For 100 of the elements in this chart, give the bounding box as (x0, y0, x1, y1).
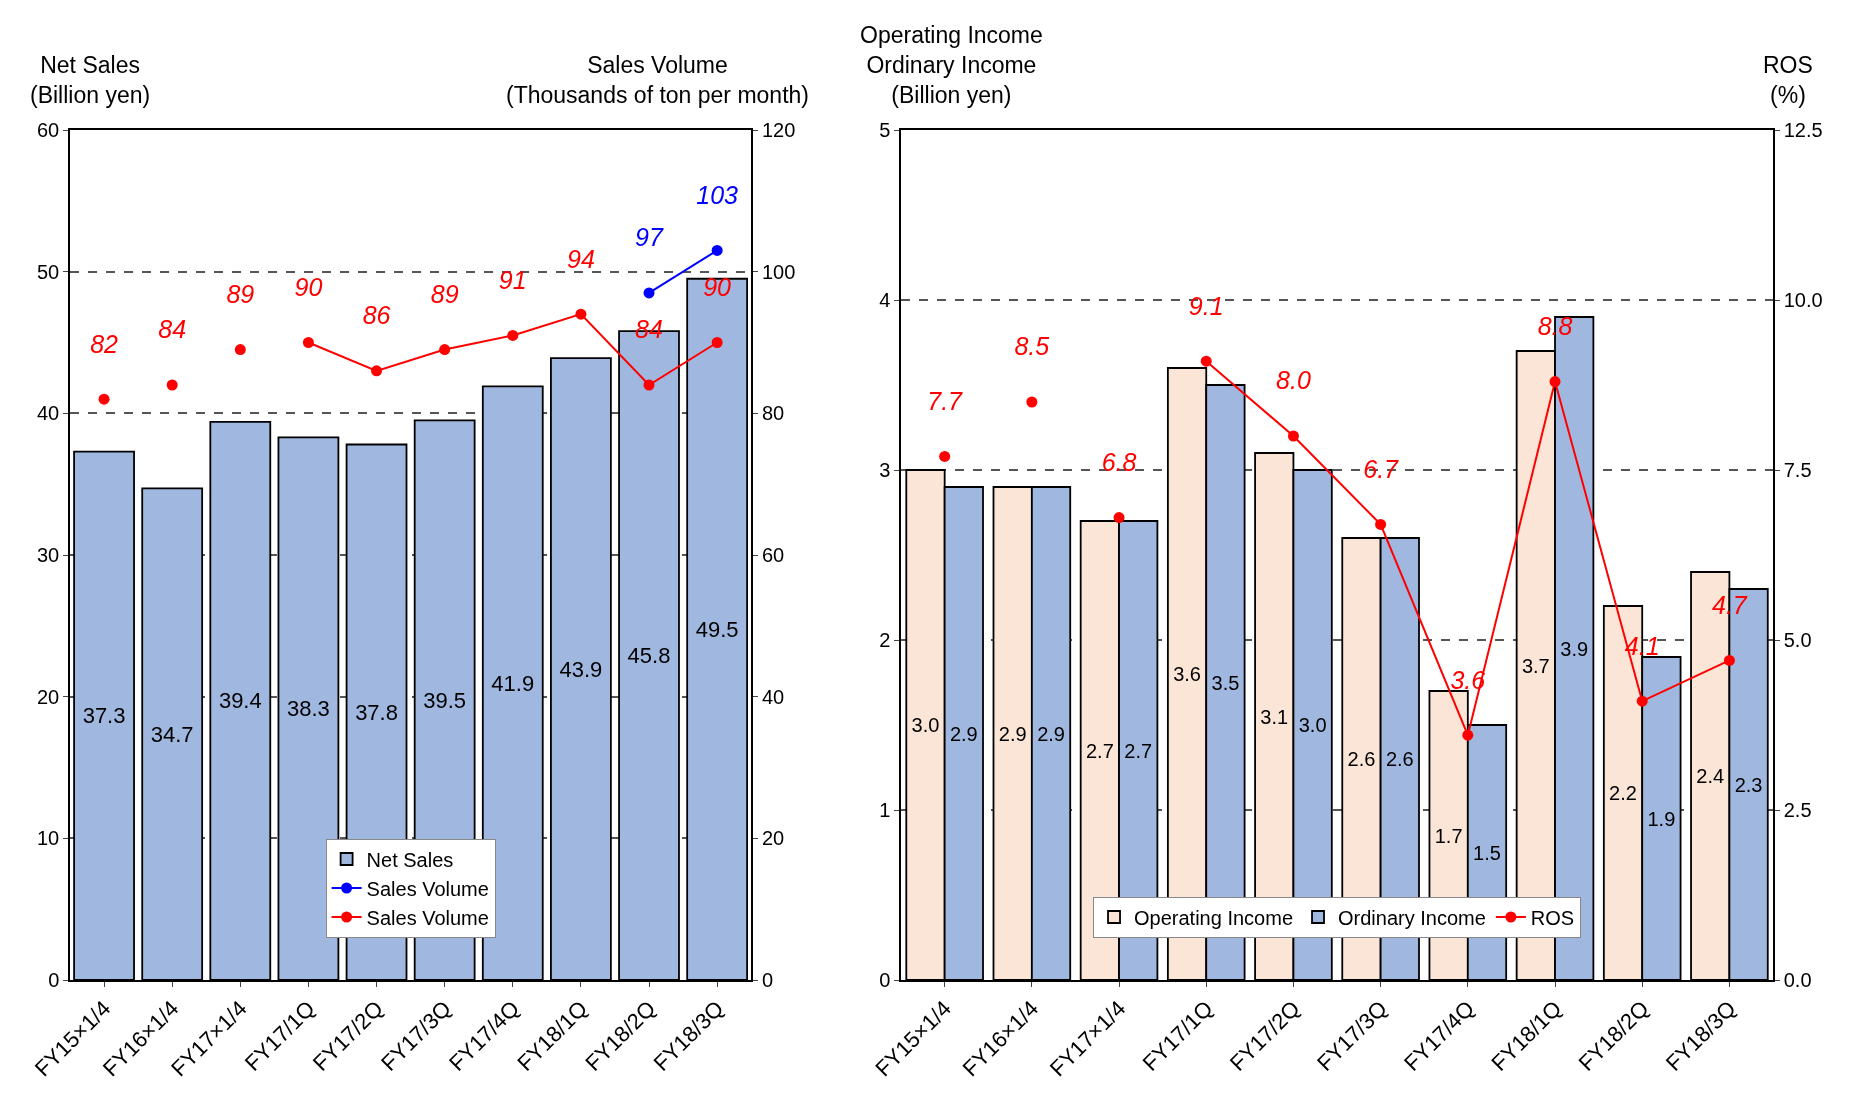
y-tick-label: 5 (879, 119, 891, 141)
legend-label: Sales Volume (366, 906, 489, 929)
y2-tick-label: 40 (761, 685, 785, 708)
data-label: 2.9 (998, 722, 1027, 745)
data-label: 3.5 (1211, 671, 1240, 694)
point (439, 344, 451, 356)
data-label: 103 (696, 180, 739, 209)
data-label: 2.3 (1734, 773, 1763, 796)
data-label: 3.0 (911, 714, 940, 736)
data-label: 38.3 (287, 696, 330, 722)
data-label: 2.4 (1696, 765, 1725, 787)
data-label: 2.6 (1385, 748, 1414, 770)
data-label: 94 (566, 244, 595, 273)
y-tick-label: 10 (37, 827, 60, 850)
point (939, 450, 951, 462)
data-label: 3.9 (1560, 637, 1589, 660)
y2-axis-title: ROS (%) (1763, 52, 1813, 108)
data-label: 6.7 (1363, 454, 1400, 483)
data-label: 2.9 (949, 722, 978, 745)
data-label: 39.4 (218, 688, 262, 714)
y2-tick-label: 2.5 (1783, 799, 1812, 821)
data-label: 2.2 (1609, 782, 1637, 804)
y-axis-title: Net Sales (Billion yen) (30, 52, 151, 108)
y-tick-label: 0 (48, 969, 60, 991)
data-label: 34.7 (150, 721, 194, 747)
y2-axis-title: Sales Volume (Thousands of ton per month) (506, 52, 809, 108)
y-tick-label: 40 (37, 402, 60, 425)
data-label: 3.7 (1521, 654, 1550, 677)
point (302, 337, 314, 348)
point (1026, 396, 1038, 408)
point (711, 337, 723, 348)
point (575, 308, 587, 320)
y-tick-label: 3 (879, 459, 891, 481)
data-label: 1.7 (1434, 824, 1463, 847)
legend-label: Net Sales (366, 848, 454, 871)
data-label: 86 (362, 301, 391, 330)
y-tick-label: 0 (879, 969, 891, 991)
legend-label: ROS (1530, 906, 1575, 929)
point (1287, 430, 1299, 442)
point (507, 329, 519, 341)
y-tick-label: 50 (37, 260, 60, 283)
y2-tick-label: 100 (761, 260, 796, 283)
data-label: 2.9 (1037, 722, 1065, 745)
data-label: 8.5 (1014, 332, 1050, 361)
y2-tick-label: 0 (761, 969, 774, 991)
data-label: 7.7 (927, 386, 964, 415)
data-label: 1.5 (1473, 841, 1501, 864)
point (166, 379, 178, 391)
point (1200, 355, 1212, 367)
data-label: 91 (498, 265, 527, 294)
y-tick-label: 20 (37, 685, 60, 708)
data-label: 8.0 (1276, 366, 1311, 395)
point (1723, 654, 1735, 666)
y-tick-label: 2 (879, 629, 891, 651)
legend-label: Ordinary Income (1338, 906, 1486, 929)
data-label: 2.7 (1124, 739, 1153, 762)
data-label: 9.1 (1188, 291, 1224, 320)
y-axis-title: Operating Income Ordinary Income (Billion yen) (860, 22, 1043, 108)
y-tick-label: 30 (37, 544, 60, 566)
point (1549, 376, 1561, 388)
point (1636, 695, 1648, 707)
y2-tick-label: 5.0 (1783, 629, 1812, 651)
y2-tick-label: 0.0 (1783, 969, 1812, 991)
y2-tick-label: 12.5 (1783, 119, 1823, 141)
data-label: 90 (294, 272, 323, 301)
data-label: 2.7 (1085, 739, 1114, 762)
data-label: 6.8 (1101, 447, 1137, 476)
point (643, 379, 655, 391)
data-label: 49.5 (695, 616, 739, 642)
y2-tick-label: 20 (761, 827, 785, 850)
data-label: 3.1 (1260, 705, 1289, 728)
data-label: 2.6 (1347, 748, 1376, 770)
data-label: 41.9 (491, 670, 535, 696)
point (643, 287, 655, 299)
data-label: 84 (158, 315, 187, 344)
data-label: 90 (703, 272, 732, 301)
data-label: 3.6 (1173, 663, 1201, 685)
y2-tick-label: 80 (761, 402, 785, 425)
data-label: 89 (226, 279, 255, 308)
y2-tick-label: 60 (761, 544, 785, 566)
data-label: 43.9 (559, 656, 603, 682)
data-label: 82 (90, 329, 119, 358)
data-label: 3.0 (1298, 714, 1327, 736)
y-tick-label: 60 (37, 119, 60, 141)
point (98, 393, 110, 405)
y2-tick-label: 7.5 (1783, 459, 1812, 481)
y-tick-label: 4 (879, 289, 891, 311)
data-label: 37.3 (82, 703, 126, 729)
legend-label: Operating Income (1134, 906, 1294, 929)
data-label: 39.5 (423, 687, 467, 713)
point (1462, 729, 1474, 741)
y2-tick-label: 120 (761, 119, 796, 141)
legend-label: Sales Volume (366, 877, 489, 900)
point (1375, 518, 1387, 530)
y-tick-label: 1 (879, 799, 891, 821)
data-label: 37.8 (355, 699, 398, 725)
data-label: 97 (635, 223, 665, 252)
point (371, 365, 383, 377)
point (1113, 512, 1125, 524)
data-label: 45.8 (627, 643, 671, 669)
